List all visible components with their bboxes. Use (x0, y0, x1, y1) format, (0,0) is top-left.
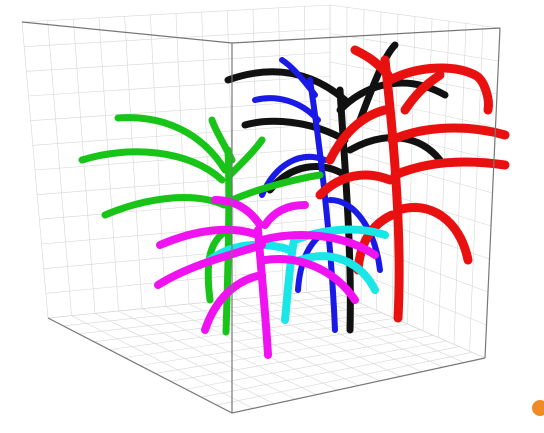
grid-line (42, 219, 331, 244)
stem (385, 60, 399, 318)
leaf (230, 140, 262, 175)
leaf (320, 175, 390, 195)
plant-magenta (158, 200, 375, 355)
grid-line (330, 176, 491, 226)
grid-line (217, 352, 472, 405)
leaf (392, 128, 505, 140)
leaf (118, 118, 225, 170)
leaf (228, 72, 345, 100)
leaf (265, 205, 305, 225)
page: {} (0, 0, 544, 433)
point-cloud-view (0, 0, 544, 433)
corner-icon (532, 400, 544, 416)
leaf (82, 152, 222, 180)
leaf (215, 200, 260, 225)
